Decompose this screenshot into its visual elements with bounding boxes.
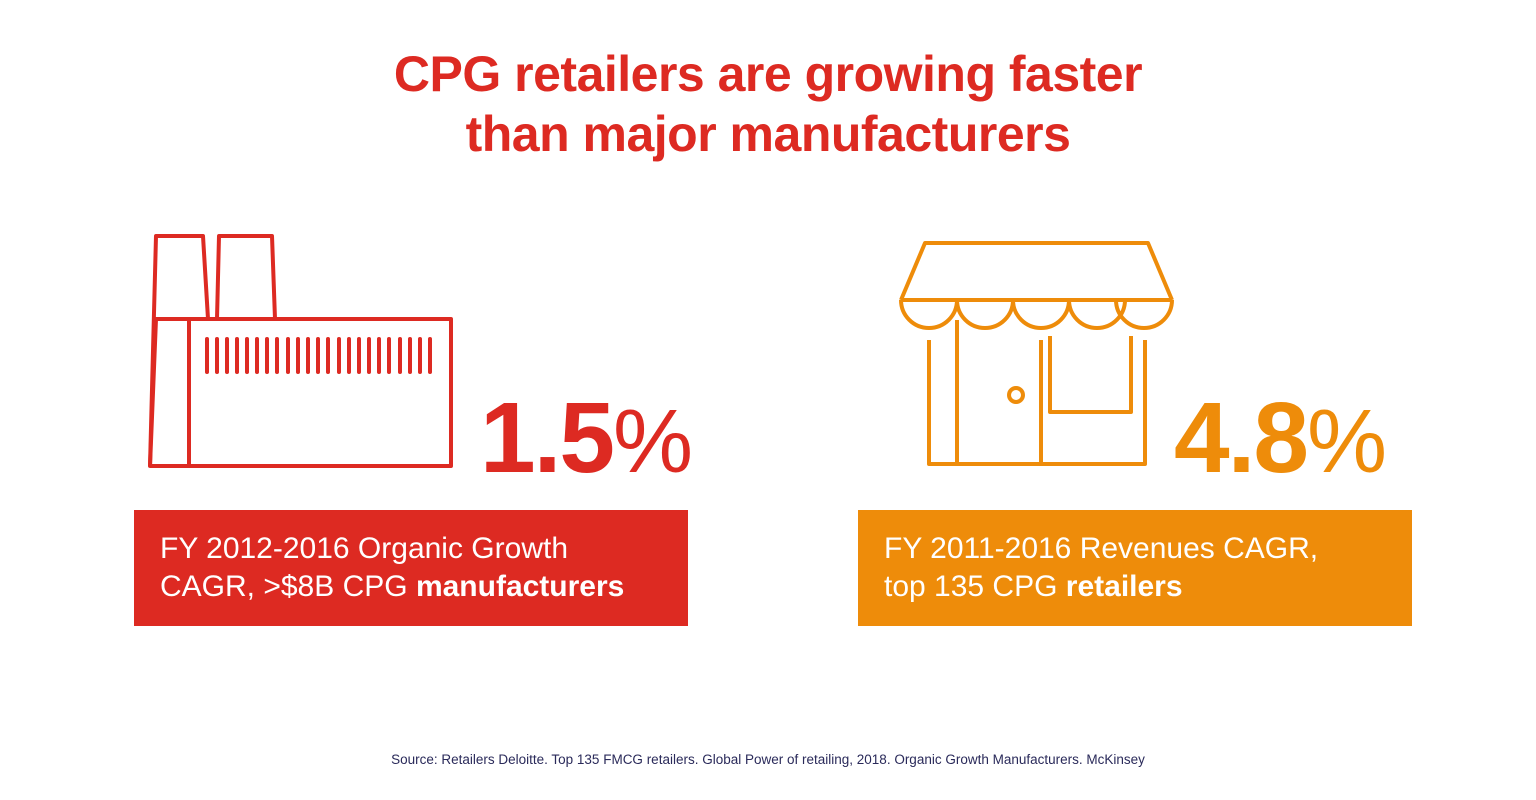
retailers-label-line-1: FY 2011-2016 Revenues CAGR, — [884, 532, 1319, 565]
manufacturers-label-box: FY 2012-2016 Organic Growth CAGR, >$8B C… — [134, 510, 688, 626]
manufacturers-label-line-1: FY 2012-2016 Organic Growth — [160, 532, 569, 565]
page-title: CPG retailers are growing faster than ma… — [0, 44, 1536, 164]
title-line-2: than major manufacturers — [465, 106, 1071, 162]
retailers-label-line-2: top 135 CPG retailers — [884, 570, 1183, 603]
source-note: Source: Retailers Deloitte. Top 135 FMCG… — [391, 752, 1145, 767]
storefront-icon — [899, 241, 1174, 466]
retailers-label-box: FY 2011-2016 Revenues CAGR, top 135 CPG … — [858, 510, 1412, 626]
retailers-growth-value: 4.8% — [1174, 382, 1387, 494]
title-line-1: CPG retailers are growing faster — [393, 46, 1143, 102]
manufacturers-label-line-2: CAGR, >$8B CPG manufacturers — [160, 570, 625, 603]
factory-icon — [148, 234, 453, 468]
manufacturers-growth-value: 1.5% — [480, 382, 693, 494]
